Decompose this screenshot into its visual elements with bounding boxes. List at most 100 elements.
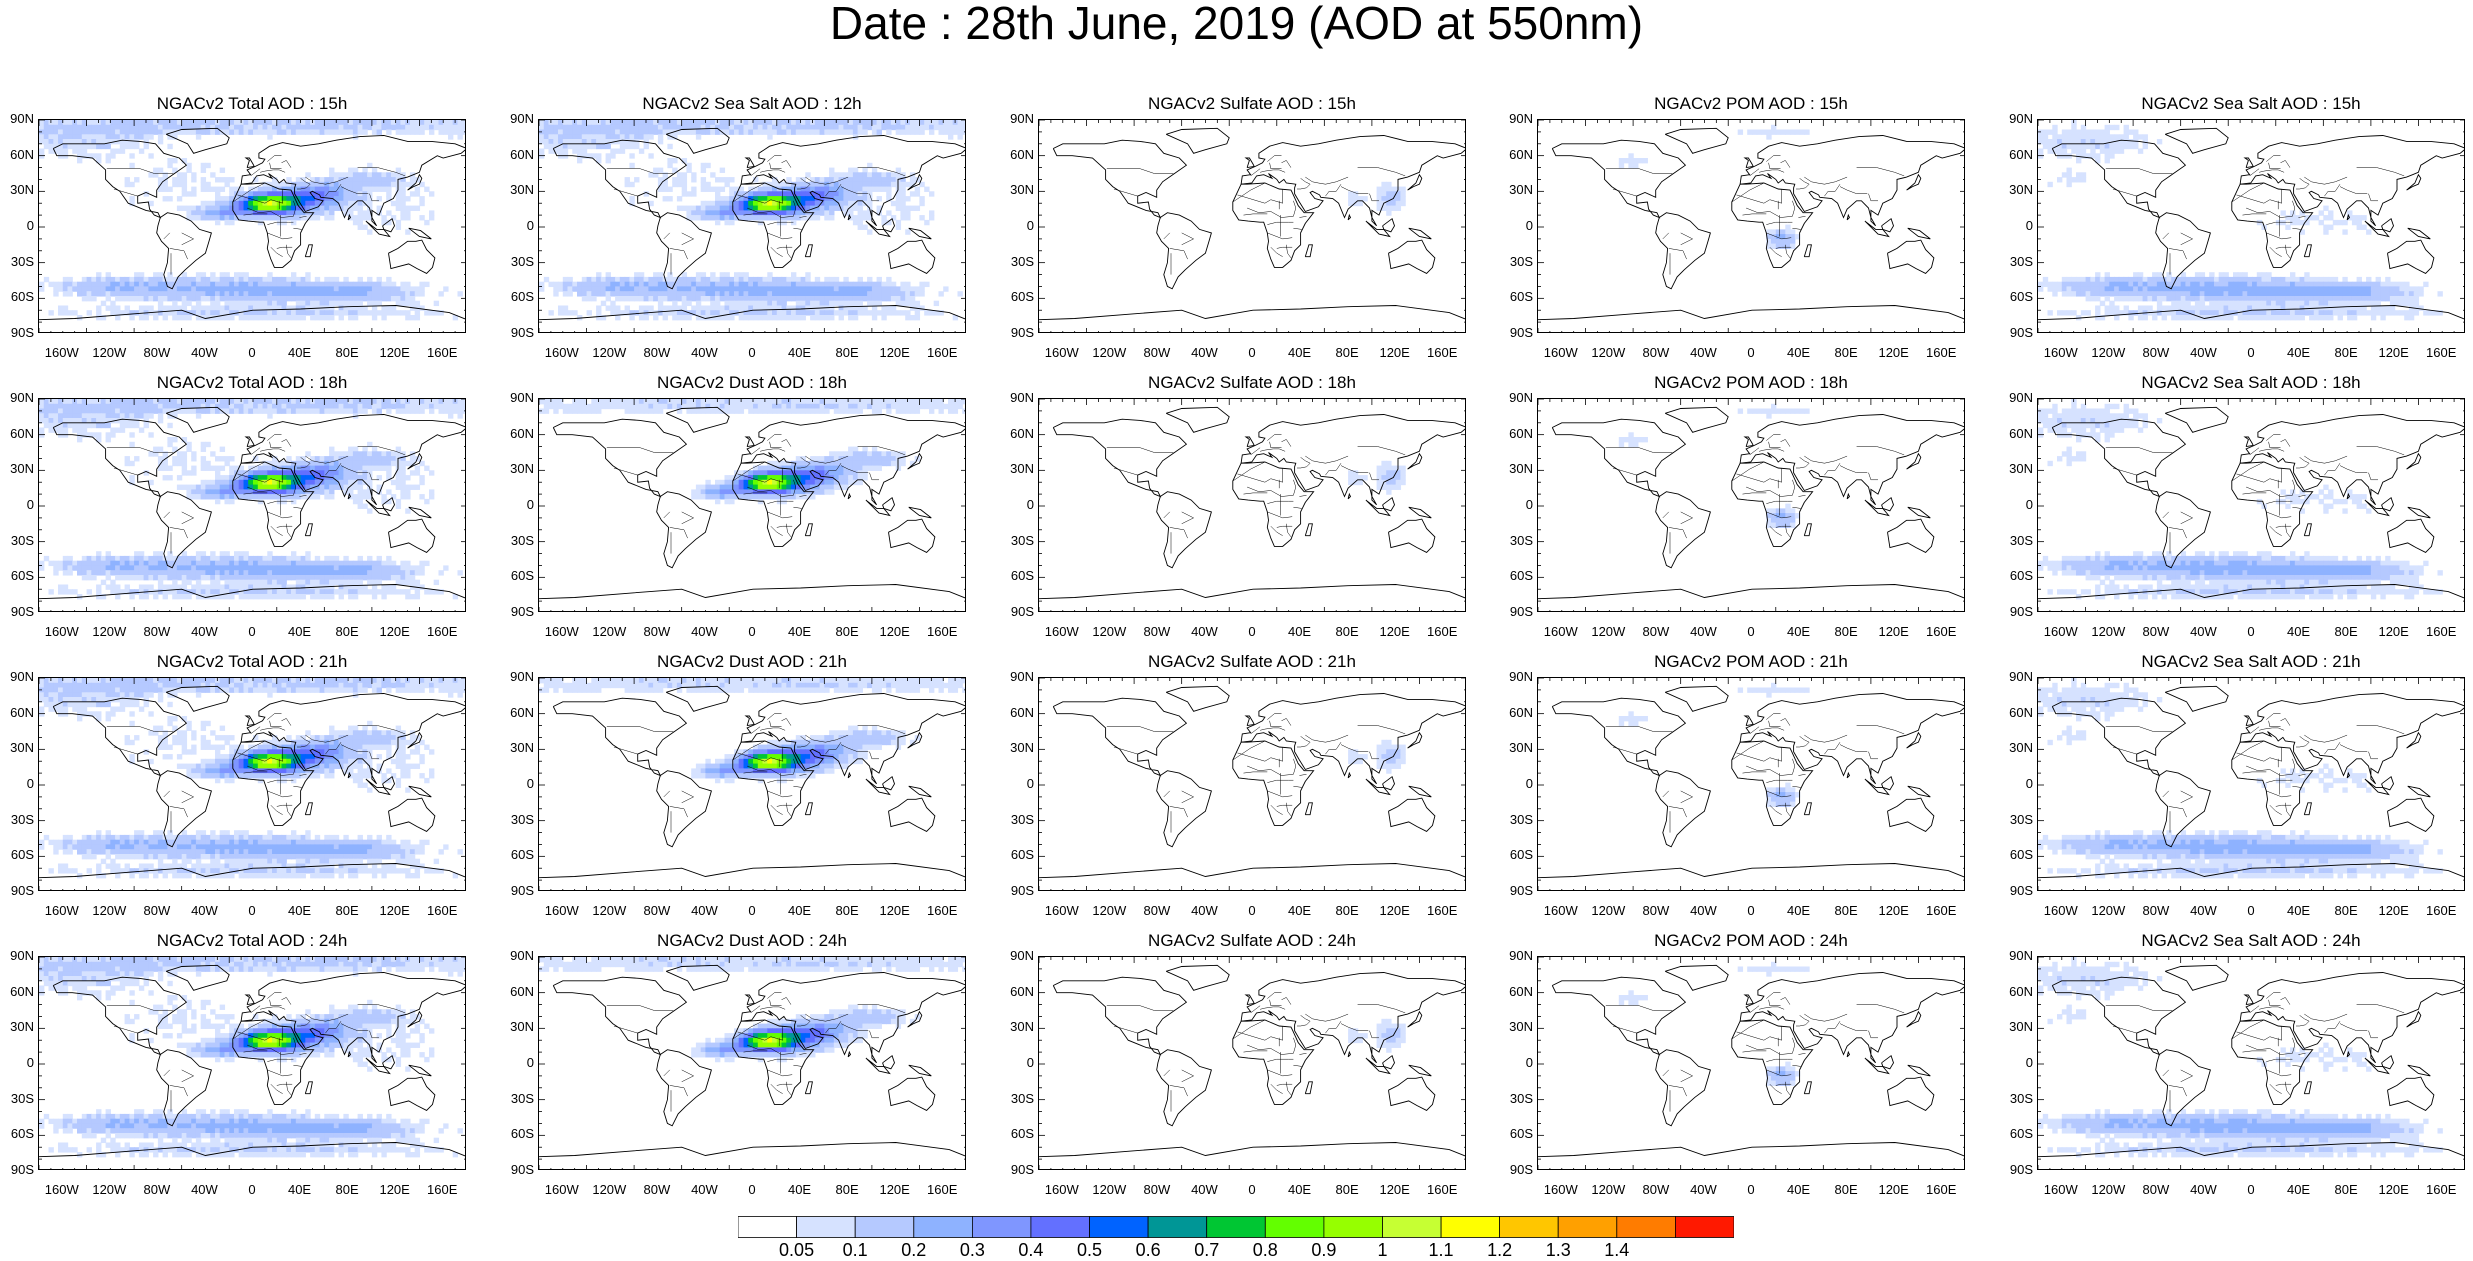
country-border — [1293, 228, 1301, 229]
colorbar-swatch — [1090, 1217, 1149, 1238]
lon-tick-label: 160W — [2036, 903, 2086, 918]
coastline — [1740, 694, 1965, 784]
coastline — [1888, 1077, 1934, 1110]
lon-tick-label: 120E — [2369, 624, 2419, 639]
country-border — [751, 448, 761, 455]
lat-tick-label: 90S — [494, 604, 534, 619]
country-border — [2250, 1006, 2260, 1013]
coastline — [1804, 803, 1811, 815]
lat-tick-label: 30S — [1993, 254, 2033, 269]
colorbar-swatch — [972, 1217, 1031, 1238]
country-border — [1681, 1070, 1693, 1082]
country-border — [1743, 1051, 1767, 1052]
coastline — [1740, 973, 1965, 1063]
country-border — [251, 727, 261, 734]
coastline — [2388, 798, 2434, 831]
country-border — [777, 247, 792, 248]
country-border — [1669, 527, 1687, 538]
aod-field — [539, 957, 966, 1170]
country-border — [767, 1070, 792, 1076]
country-border — [267, 435, 281, 441]
lon-tick-label: 80E — [822, 345, 872, 360]
country-border — [2357, 1005, 2405, 1013]
country-border — [1746, 1045, 1792, 1055]
country-border — [1681, 233, 1693, 245]
country-border — [1759, 170, 1784, 172]
country-border — [782, 439, 792, 446]
country-border — [1804, 735, 1847, 742]
map-plot-area — [2037, 677, 2465, 891]
coastline — [1732, 462, 1813, 546]
coastline — [1882, 1056, 1894, 1069]
country-border — [1840, 466, 1867, 473]
country-border — [1114, 747, 1138, 754]
lon-tick-label: 80W — [632, 1182, 682, 1197]
coastline — [305, 245, 312, 257]
country-border — [793, 1065, 801, 1066]
coastline — [805, 245, 812, 257]
aod-field — [2038, 957, 2465, 1170]
map-plot-area — [1038, 677, 1466, 891]
country-border — [2163, 1070, 2169, 1076]
lon-tick-label: 40W — [1678, 1182, 1728, 1197]
lon-tick-label: 80W — [632, 345, 682, 360]
lat-tick-label: 30S — [494, 533, 534, 548]
lon-tick-label: 160W — [2036, 624, 2086, 639]
country-border — [1286, 1082, 1291, 1095]
country-border — [1271, 1084, 1283, 1094]
country-border — [1869, 194, 1879, 201]
country-border — [182, 233, 194, 245]
country-border — [2276, 1084, 2291, 1085]
coastline — [1166, 965, 1229, 990]
lat-tick-label: 90S — [994, 883, 1034, 898]
lat-tick-label: 0 — [0, 776, 34, 791]
lon-tick-label: 120W — [84, 624, 134, 639]
lon-tick-label: 0 — [227, 1182, 277, 1197]
coastline — [1552, 977, 1685, 1054]
country-border — [1267, 156, 1281, 162]
country-border — [271, 805, 283, 815]
country-border — [2181, 512, 2193, 524]
lon-tick-label: 0 — [1227, 624, 1277, 639]
country-border — [1244, 214, 1268, 215]
map-plot-area — [38, 398, 466, 612]
coastline — [1847, 773, 1849, 778]
country-border — [1244, 493, 1268, 494]
lat-tick-label: 0 — [1993, 1055, 2033, 1070]
lat-tick-label: 60S — [1993, 1126, 2033, 1141]
lon-tick-label: 160W — [1037, 1182, 1087, 1197]
coastline — [1665, 128, 1728, 153]
country-border — [767, 512, 792, 518]
lon-tick-label: 40E — [1774, 624, 1824, 639]
country-border — [164, 512, 170, 518]
country-border — [1282, 718, 1292, 725]
lon-tick-label: 120E — [370, 903, 420, 918]
coastline — [1039, 306, 1466, 320]
coastline — [1389, 519, 1435, 552]
country-border — [786, 524, 791, 537]
coastline — [1053, 977, 1186, 1054]
panel-title: NGACv2 Sulfate AOD : 24h — [1038, 931, 1466, 951]
coastline — [746, 437, 754, 447]
lon-tick-label: 80W — [632, 624, 682, 639]
country-border — [2304, 735, 2347, 742]
coastline — [1383, 1056, 1395, 1069]
coastline — [1039, 864, 1466, 878]
coastline — [1745, 995, 1753, 1005]
country-border — [1293, 480, 1295, 496]
country-border — [1840, 187, 1867, 194]
lon-tick-label: 120W — [84, 1182, 134, 1197]
colorbar-tick-label: 0.2 — [884, 1240, 944, 1261]
lon-tick-label: 120W — [584, 624, 634, 639]
country-border — [2259, 728, 2284, 730]
coastline — [1732, 1020, 1813, 1104]
country-border — [777, 805, 792, 806]
country-border — [2292, 786, 2300, 787]
country-border — [1286, 245, 1291, 258]
country-border — [1114, 468, 1138, 475]
lon-tick-label: 40E — [275, 345, 325, 360]
colorbar-tick-label: 0.8 — [1235, 1240, 1295, 1261]
colorbar-tick-label: 0.1 — [825, 1240, 885, 1261]
aod-field — [539, 678, 966, 891]
country-border — [1267, 714, 1281, 720]
